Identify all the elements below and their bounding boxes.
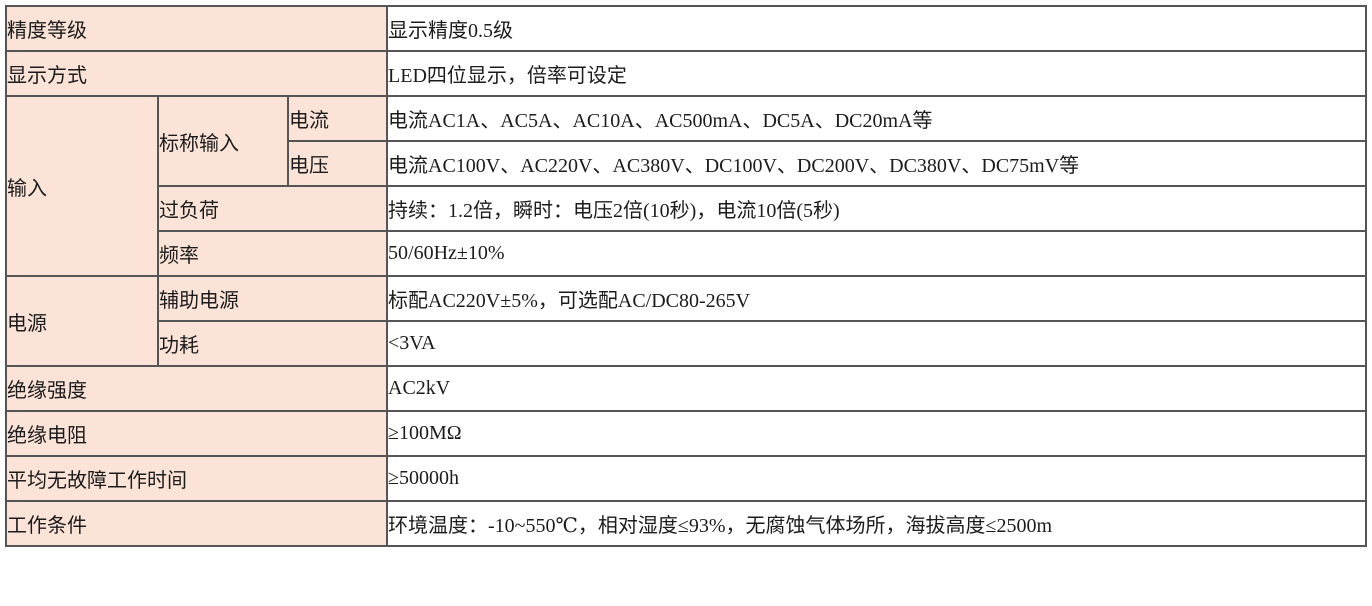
row-value-voltage: 电流AC100V、AC220V、AC380V、DC100V、DC200V、DC3… <box>386 140 1368 187</box>
row-value-accuracy: 显示精度0.5级 <box>386 5 1368 52</box>
row-label-current: 电流 <box>286 95 389 142</box>
row-value-consumption: <3VA <box>386 320 1368 367</box>
row-value-working-conditions: 环境温度：-10~550℃，相对湿度≤93%，无腐蚀气体场所，海拔高度≤2500… <box>386 500 1368 547</box>
table-row-consumption: 功耗 <3VA <box>6 320 1368 367</box>
group-label-power: 电源 <box>5 275 159 367</box>
row-label-display: 显示方式 <box>4 50 389 97</box>
table-row-accuracy: 精度等级 显示精度0.5级 <box>4 5 1368 52</box>
row-label-overload: 过负荷 <box>156 185 389 232</box>
table-row-mtbf: 平均无故障工作时间 ≥50000h <box>4 455 1368 502</box>
row-value-insulation-resistance: ≥100MΩ <box>386 410 1368 457</box>
row-label-working-conditions: 工作条件 <box>4 500 389 547</box>
group-label-input: 输入 <box>5 95 159 277</box>
row-label-accuracy: 精度等级 <box>4 5 389 52</box>
row-value-insulation-strength: AC2kV <box>386 365 1368 412</box>
row-label-frequency: 频率 <box>156 230 389 277</box>
row-label-consumption: 功耗 <box>156 320 389 367</box>
table-row-display: 显示方式 LED四位显示，倍率可设定 <box>4 50 1368 97</box>
table-row-insulation-strength: 绝缘强度 AC2kV <box>4 365 1368 412</box>
group-label-nominal-input: 标称输入 <box>157 95 289 187</box>
row-value-aux-power: 标配AC220V±5%，可选配AC/DC80-265V <box>386 275 1368 322</box>
row-value-display: LED四位显示，倍率可设定 <box>386 50 1368 97</box>
table-row-input-current: 输入 标称输入 电流 电流AC1A、AC5A、AC10A、AC500mA、DC5… <box>5 95 1368 277</box>
row-value-current: 电流AC1A、AC5A、AC10A、AC500mA、DC5A、DC20mA等 <box>386 95 1368 142</box>
row-value-mtbf: ≥50000h <box>386 455 1368 502</box>
row-label-mtbf: 平均无故障工作时间 <box>4 455 389 502</box>
row-label-aux-power: 辅助电源 <box>156 275 389 322</box>
row-label-insulation-resistance: 绝缘电阻 <box>4 410 389 457</box>
table-row-aux-power: 电源 辅助电源 标配AC220V±5%，可选配AC/DC80-265V <box>5 275 1368 367</box>
table-row-overload: 过负荷 持续：1.2倍，瞬时：电压2倍(10秒)，电流10倍(5秒) <box>6 185 1368 232</box>
spec-table: 精度等级 显示精度0.5级 显示方式 LED四位显示，倍率可设定 输入 标称输入… <box>4 5 1368 547</box>
row-label-voltage: 电压 <box>286 140 389 187</box>
table-row-input-voltage: 电压 电流AC100V、AC220V、AC380V、DC100V、DC200V、… <box>6 140 1368 187</box>
row-value-frequency: 50/60Hz±10% <box>386 230 1368 277</box>
table-row-insulation-resistance: 绝缘电阻 ≥100MΩ <box>4 410 1368 457</box>
table-row-working-conditions: 工作条件 环境温度：-10~550℃，相对湿度≤93%，无腐蚀气体场所，海拔高度… <box>4 500 1368 547</box>
row-label-insulation-strength: 绝缘强度 <box>4 365 389 412</box>
row-value-overload: 持续：1.2倍，瞬时：电压2倍(10秒)，电流10倍(5秒) <box>386 185 1368 232</box>
table-row-frequency: 频率 50/60Hz±10% <box>6 230 1368 277</box>
